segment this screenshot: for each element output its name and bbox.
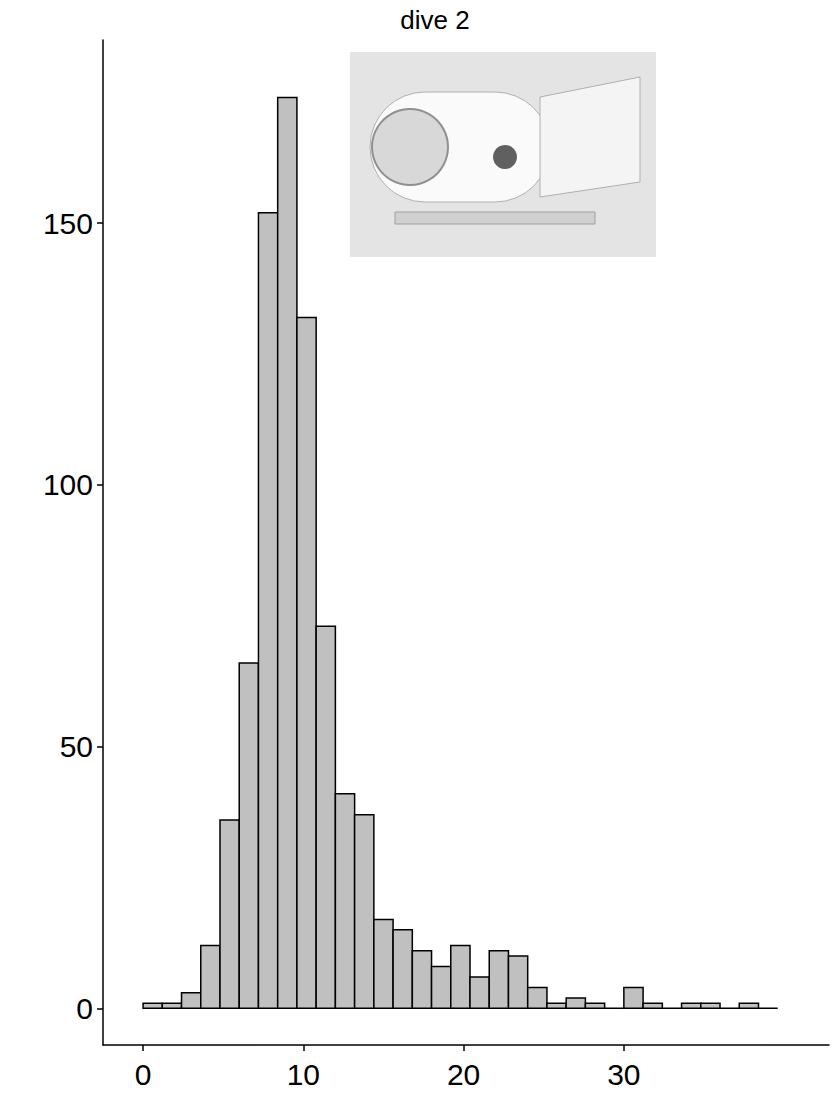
svg-text:50: 50 xyxy=(60,730,93,763)
svg-text:10: 10 xyxy=(287,1058,320,1091)
svg-text:0: 0 xyxy=(135,1058,152,1091)
svg-text:dive 2: dive 2 xyxy=(400,5,469,35)
svg-text:0: 0 xyxy=(76,992,93,1025)
svg-text:30: 30 xyxy=(607,1058,640,1091)
svg-text:150: 150 xyxy=(43,207,93,240)
svg-text:20: 20 xyxy=(447,1058,480,1091)
svg-text:100: 100 xyxy=(43,468,93,501)
